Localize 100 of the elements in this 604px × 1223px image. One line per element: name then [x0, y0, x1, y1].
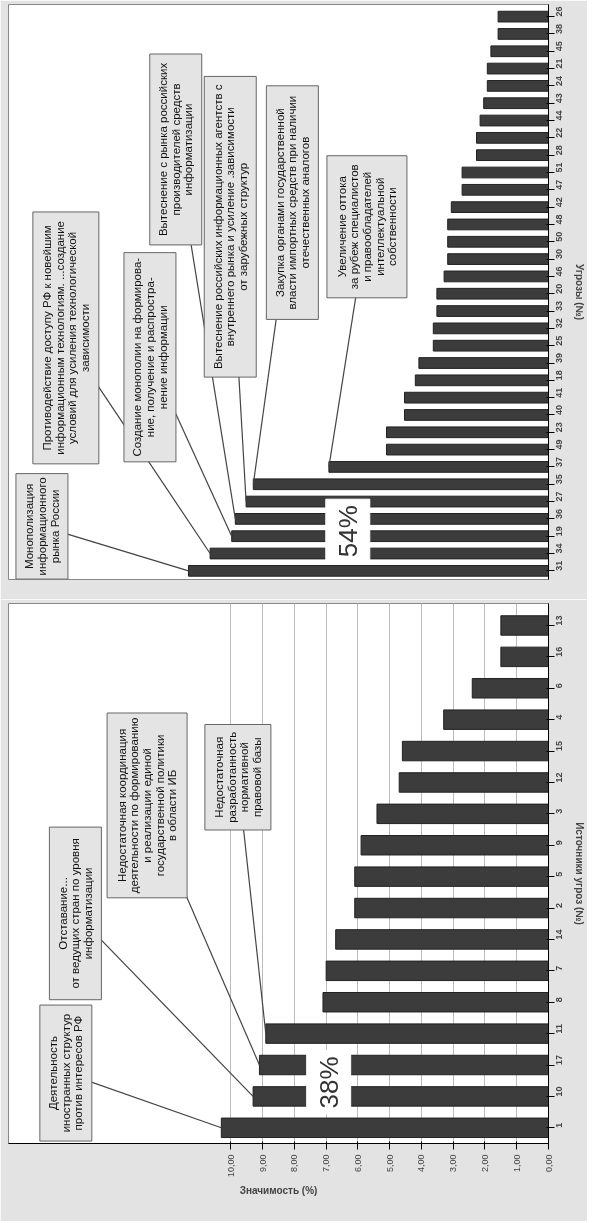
y-tick-label: 33: [554, 301, 565, 312]
bar: [447, 218, 549, 231]
bar: [486, 80, 549, 92]
bar: [376, 803, 549, 825]
annotation: 54%: [332, 505, 363, 558]
bar: [483, 97, 549, 110]
x-tick-label: 3,00: [448, 1154, 459, 1173]
y-tick-label: 44: [554, 110, 565, 121]
bar: [486, 62, 549, 75]
bar: [322, 991, 549, 1013]
y-tick-label: 19: [554, 526, 565, 537]
y-tick-label: 15: [554, 741, 565, 752]
bar: [450, 201, 549, 213]
x-tick-label: 10,00: [225, 1154, 236, 1178]
y-tick-label: 43: [554, 93, 565, 104]
annotation: Противодействие доступу РФ к новейшим информационным технологиям. ...создание условий для усиления технологической зависимости: [40, 221, 91, 455]
y-tick-label: 48: [554, 214, 565, 225]
bar: [476, 131, 549, 144]
y-tick-label: 20: [554, 283, 565, 294]
annotation: Вытеснение российских информационных агентств с внутреннего рынка и усиление .зависимости от зарубежных структур: [211, 84, 249, 370]
annotation: Отставание... от ведущих стран по уровня информатизации: [56, 838, 94, 989]
annotation: Недостаточная координация деятельности по формированию и реализации единой государственной политики в области ИБ: [115, 717, 179, 894]
bar: [432, 322, 549, 335]
x-tick-label: 4,00: [416, 1154, 427, 1173]
y-tick-label: 34: [554, 543, 565, 554]
annotation: Недостаточная разработанность нормативной правовой базы: [212, 731, 263, 823]
y-tick-label: 46: [554, 266, 565, 277]
x-tick-label: 5,00: [384, 1154, 395, 1173]
bar: [386, 443, 549, 456]
bar: [447, 235, 549, 248]
bar: [497, 10, 549, 23]
annotation: Вытеснение с рынка российских производителей средств информатизации: [157, 62, 195, 237]
y-tick-label: 39: [554, 352, 565, 364]
y-tick-label: 17: [554, 1055, 565, 1066]
y-tick-label: 11: [554, 1024, 565, 1034]
y-tick-label: 45: [554, 41, 565, 52]
x-tick-label: 6,00: [352, 1154, 363, 1173]
y-tick-label: 1: [554, 1122, 565, 1128]
y-tick-label: 49: [554, 439, 565, 450]
bar: [354, 897, 549, 919]
bar: [490, 45, 549, 58]
x-tick-label: 7,00: [321, 1154, 332, 1173]
bar: [436, 305, 549, 317]
y-tick-label: 47: [554, 179, 565, 190]
y-tick-label: 25: [554, 335, 565, 346]
bar: [432, 339, 549, 352]
bar: [436, 287, 549, 300]
annotation: Деятельность иностранных структур против интересов РФ: [47, 1013, 85, 1133]
annotation: Создание монополии на формирова- ние, получение и распростра- нение информации: [131, 257, 169, 457]
y-tick-label: 2: [554, 903, 565, 909]
bar: [461, 183, 549, 196]
bar: [335, 929, 549, 950]
y-tick-label: 13: [554, 615, 565, 626]
x-tick-label: 2,00: [479, 1154, 490, 1173]
bar: [500, 615, 549, 636]
y-tick-label: 5: [554, 871, 565, 877]
bar: [497, 28, 549, 40]
bar: [476, 149, 549, 162]
bar: [443, 709, 549, 730]
y-tick-label: 14: [554, 929, 565, 940]
y-tick-label: 3: [554, 808, 565, 814]
bar: [443, 270, 549, 283]
bar: [325, 960, 549, 982]
y-tick-label: 8: [554, 997, 565, 1003]
y-tick-label: 16: [554, 646, 565, 657]
annotation: Монополизация информационного рынка России: [23, 477, 61, 576]
y-tick-label: 23: [554, 422, 565, 433]
bar: [398, 772, 549, 793]
bar: [447, 253, 549, 265]
y-tick-label: 35: [554, 474, 565, 485]
y-axis-title: Источники угроз (№): [573, 822, 585, 925]
x-tick-label: 9,00: [257, 1154, 268, 1173]
bar: [479, 114, 549, 127]
annotation: 38%: [313, 1056, 344, 1109]
y-tick-label: 40: [554, 404, 565, 415]
y-tick-label: 21: [554, 58, 565, 69]
y-tick-label: 50: [554, 231, 565, 242]
y-tick-label: 9: [554, 840, 565, 846]
y-tick-label: 18: [554, 370, 565, 381]
bar: [414, 374, 549, 387]
bar: [500, 646, 549, 668]
y-tick-label: 10: [554, 1086, 565, 1097]
y-tick-label: 24: [554, 75, 565, 86]
bar: [360, 835, 549, 856]
y-tick-label: 41: [554, 387, 565, 398]
bar: [404, 391, 549, 404]
bar: [461, 166, 549, 179]
y-tick-label: 28: [554, 145, 565, 156]
x-tick-label: 0,00: [543, 1154, 554, 1173]
y-tick-label: 4: [554, 714, 565, 720]
bar: [471, 678, 549, 699]
bar: [404, 409, 549, 421]
y-tick-label: 12: [554, 772, 565, 783]
y-tick-label: 51: [554, 162, 565, 173]
bar: [401, 740, 549, 762]
x-tick-label: 1,00: [511, 1154, 522, 1173]
annotation: Увеличение оттока за рубеж специалистов и правообладателей интеллектуальной собственности: [335, 164, 399, 290]
y-tick-label: 32: [554, 318, 565, 329]
y-tick-label: 22: [554, 127, 565, 138]
x-axis-title: Значимость (%): [239, 1185, 318, 1197]
